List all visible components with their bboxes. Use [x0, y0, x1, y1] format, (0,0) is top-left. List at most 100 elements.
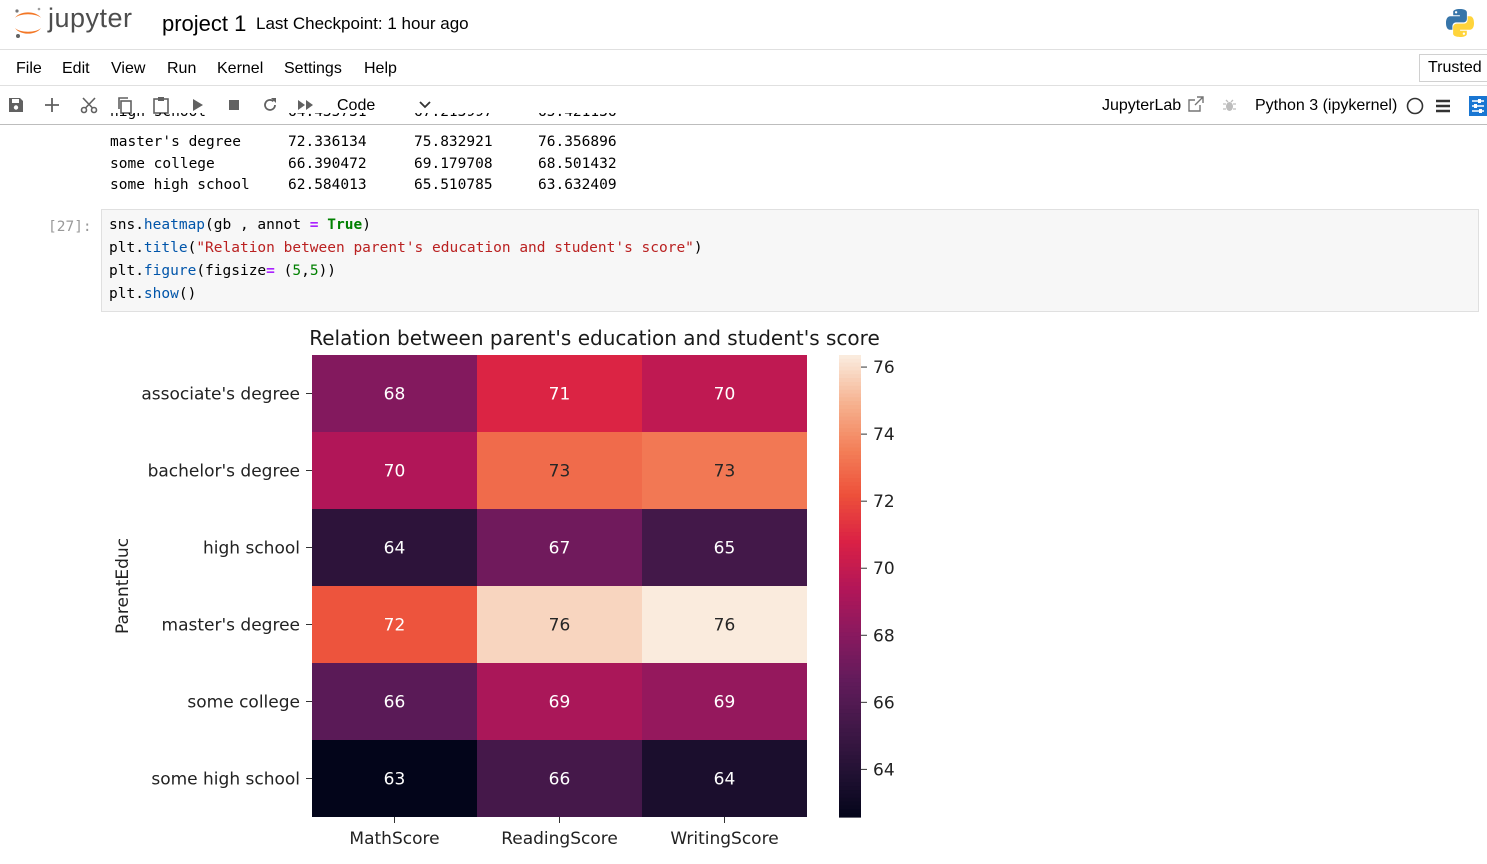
- cell-type-select[interactable]: Code: [330, 93, 440, 117]
- notebook-name[interactable]: project 1: [162, 11, 247, 36]
- colorbar-segment: [839, 786, 861, 791]
- colorbar-segment: [839, 759, 861, 764]
- chevron-down-icon: [419, 101, 431, 109]
- colorbar-segment: [839, 462, 861, 468]
- colorbar-segment: [839, 381, 861, 387]
- colorbar-segment: [839, 678, 861, 683]
- colorbar-segment: [839, 609, 861, 614]
- heatmap-cell: [312, 663, 477, 740]
- save-icon[interactable]: [7, 96, 25, 114]
- heatmap-cell: [312, 509, 477, 586]
- open-jupyterlab-link[interactable]: JupyterLab: [1102, 97, 1182, 114]
- cut-icon[interactable]: [80, 96, 98, 114]
- property-inspector-icon[interactable]: [1469, 96, 1487, 116]
- menu-run[interactable]: Run: [167, 60, 197, 77]
- fast-forward-icon[interactable]: [297, 96, 315, 114]
- jupyter-logo-icon[interactable]: [12, 5, 44, 46]
- colorbar-segment: [839, 355, 861, 360]
- row-value: 75.832921: [414, 134, 493, 150]
- code-cell-editor[interactable]: sns.heatmap(gb , annot = True) plt.title…: [101, 209, 1479, 312]
- menu-edit[interactable]: Edit: [62, 60, 90, 77]
- colorbar-segment: [839, 432, 861, 437]
- kernel-name[interactable]: Python 3 (ipykernel): [1255, 97, 1398, 114]
- jupyter-logo-text: jupyter: [48, 3, 133, 33]
- cell-annotation: 65: [714, 539, 736, 559]
- colorbar-segment: [839, 416, 861, 422]
- colorbar-segment: [839, 589, 861, 595]
- row-value: 62.584013: [288, 177, 367, 193]
- colorbar-segment: [839, 528, 861, 533]
- debugger-bug-icon[interactable]: [1222, 98, 1237, 113]
- colorbar-segment: [839, 705, 861, 710]
- trusted-indicator[interactable]: Trusted: [1419, 54, 1487, 82]
- restart-icon[interactable]: [261, 96, 279, 114]
- row-value: 64.435731: [288, 113, 367, 120]
- colorbar-segment: [839, 551, 861, 556]
- colorbar-segment: [839, 362, 861, 368]
- menu-view[interactable]: View: [111, 60, 146, 77]
- colorbar-segment: [839, 659, 861, 664]
- paste-icon[interactable]: [152, 96, 170, 114]
- colorbar-segment: [839, 778, 861, 783]
- copy-icon[interactable]: [116, 96, 134, 114]
- heatmap-cell: [312, 586, 477, 663]
- y-tick-label: some college: [187, 693, 300, 713]
- colorbar-segment: [839, 809, 861, 814]
- cell-annotation: 67: [549, 539, 571, 559]
- cell-annotation: 64: [714, 770, 736, 790]
- external-link-icon[interactable]: [1187, 96, 1204, 113]
- cell-prompt: [27]:: [48, 219, 92, 235]
- colorbar-tick-label: 66: [873, 693, 895, 713]
- colorbar-segment: [839, 593, 861, 599]
- colorbar-segment: [839, 632, 861, 637]
- add-cell-icon[interactable]: [43, 96, 61, 114]
- colorbar-segment: [839, 489, 861, 495]
- heatmap-cell: [642, 663, 807, 740]
- menu-help[interactable]: Help: [364, 60, 397, 77]
- heatmap-cell: [477, 509, 642, 586]
- kernel-status-idle-icon: [1406, 97, 1424, 115]
- colorbar-segment: [839, 743, 861, 749]
- menu-settings[interactable]: Settings: [284, 60, 342, 77]
- row-value: 72.336134: [288, 134, 367, 150]
- stop-icon[interactable]: [225, 96, 243, 114]
- colorbar-segment: [839, 478, 861, 483]
- colorbar-segment: [839, 485, 861, 491]
- heatmap-cell: [477, 663, 642, 740]
- colorbar-segment: [839, 547, 861, 552]
- heatmap-cell: [312, 740, 477, 817]
- heatmap-chart: Relation between parent's education and …: [113, 326, 895, 849]
- table-row: high school 64.435731 67.213997 65.42113…: [110, 113, 617, 124]
- colorbar-segment: [839, 663, 861, 668]
- row-label: high school: [110, 113, 206, 120]
- y-tick-label: some high school: [151, 770, 300, 790]
- run-icon[interactable]: [189, 96, 207, 114]
- colorbar-segment: [839, 693, 861, 699]
- cell-annotation: 71: [549, 385, 571, 405]
- heatmap-cell: [477, 740, 642, 817]
- colorbar-segment: [839, 605, 861, 610]
- colorbar-segment: [839, 770, 861, 776]
- colorbar-segment: [839, 501, 861, 506]
- colorbar-segment: [839, 443, 861, 448]
- colorbar-segment: [839, 720, 861, 726]
- menu-file[interactable]: File: [16, 60, 42, 77]
- code-line: sns.heatmap(gb , annot = True): [109, 217, 371, 233]
- row-value: 66.390472: [288, 156, 367, 172]
- colorbar-segment: [839, 628, 861, 633]
- colorbar-segment: [839, 697, 861, 703]
- colorbar-segment: [839, 574, 861, 579]
- heatmap-cell: [642, 509, 807, 586]
- colorbar-segment: [839, 643, 861, 649]
- heatmap-cell: [312, 432, 477, 509]
- colorbar-segment: [839, 497, 861, 502]
- menu-kernel[interactable]: Kernel: [217, 60, 264, 77]
- colorbar-segment: [839, 428, 861, 433]
- cell-annotation: 76: [714, 616, 736, 636]
- row-value: 63.632409: [538, 177, 617, 193]
- heatmap-cell: [477, 586, 642, 663]
- cell-annotation: 69: [549, 693, 571, 713]
- colorbar-segment: [839, 516, 861, 522]
- menu-lines-icon[interactable]: [1435, 98, 1451, 114]
- menubar: File Edit View Run Kernel Settings Help …: [0, 50, 1487, 86]
